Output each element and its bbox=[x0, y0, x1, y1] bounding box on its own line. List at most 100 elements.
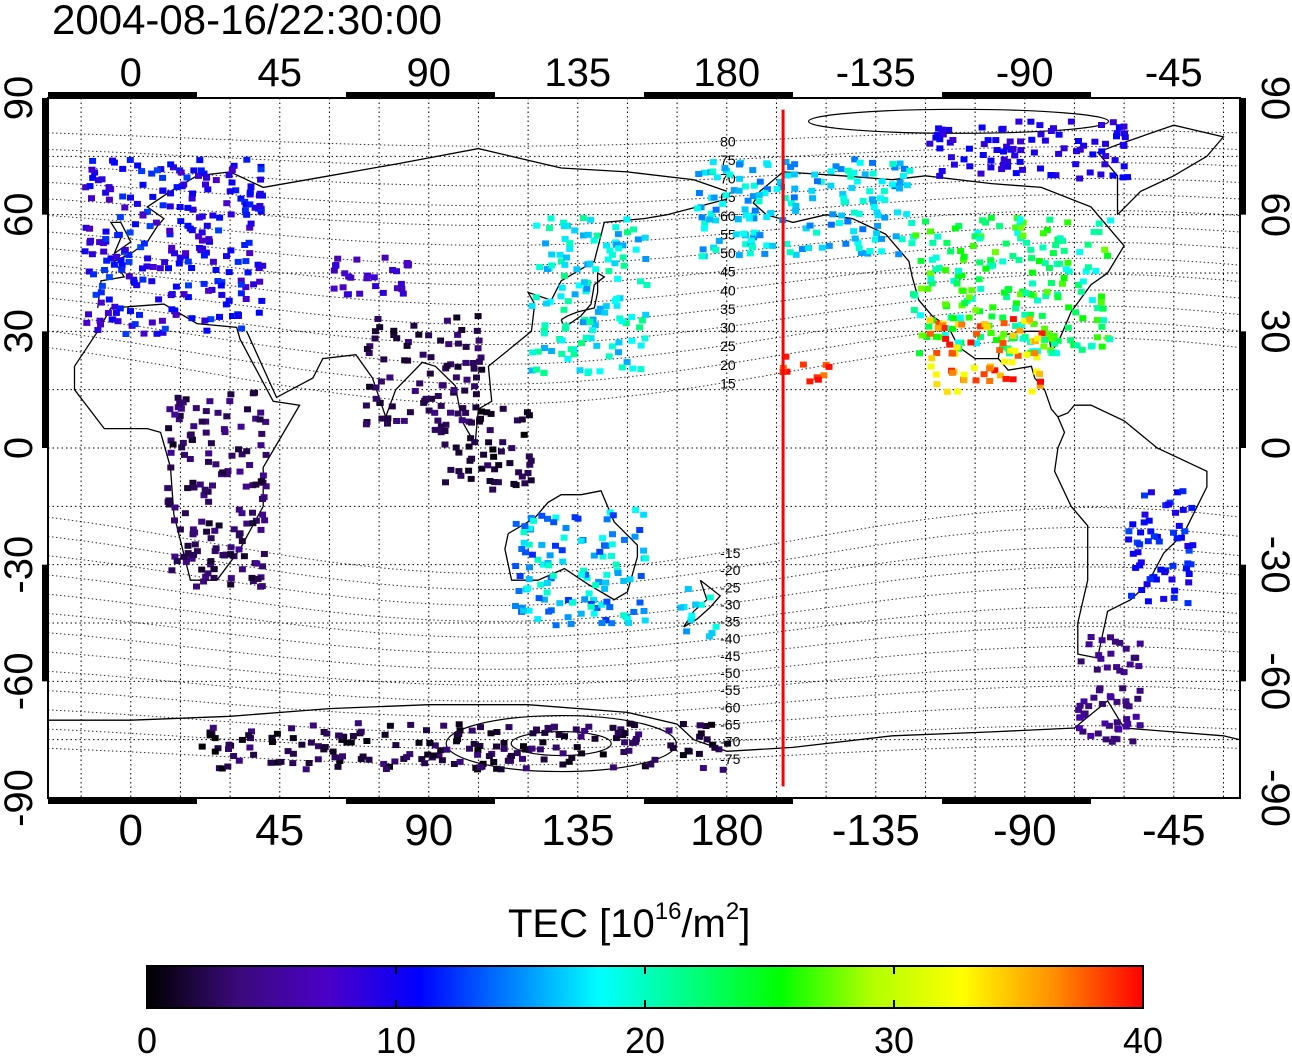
tec-cell bbox=[960, 256, 967, 263]
tec-cell bbox=[546, 225, 554, 231]
tec-cell bbox=[1050, 340, 1058, 347]
tec-cell bbox=[558, 350, 566, 357]
tec-cell bbox=[1122, 698, 1130, 705]
tec-cell bbox=[1098, 293, 1105, 300]
tec-cell bbox=[857, 249, 865, 256]
tec-cell bbox=[515, 588, 523, 594]
tec-cell bbox=[519, 755, 526, 762]
tec-cell bbox=[866, 248, 874, 254]
tec-cell bbox=[751, 207, 759, 214]
tec-cell bbox=[577, 537, 585, 544]
tec-cell bbox=[536, 264, 544, 271]
tec-cell bbox=[237, 281, 245, 288]
tec-cell bbox=[564, 614, 572, 621]
tec-cell bbox=[959, 287, 967, 294]
tec-cell bbox=[100, 248, 108, 255]
tec-cell bbox=[462, 359, 470, 366]
tec-cell bbox=[340, 733, 348, 740]
tec-cell bbox=[476, 416, 484, 423]
tec-cell bbox=[107, 255, 115, 262]
tec-cell bbox=[176, 526, 184, 533]
tec-cell bbox=[450, 761, 458, 767]
tec-cell bbox=[305, 760, 313, 766]
tec-cell bbox=[1016, 158, 1024, 165]
tec-cell bbox=[1100, 317, 1108, 324]
tec-cell bbox=[750, 234, 758, 241]
tec-cell bbox=[443, 362, 451, 369]
tec-cell bbox=[114, 232, 122, 239]
tec-cell bbox=[462, 409, 470, 416]
tec-cell bbox=[468, 455, 476, 462]
tec-cell bbox=[533, 222, 541, 229]
tec-cell bbox=[209, 258, 217, 265]
tec-cell bbox=[389, 267, 397, 273]
tec-cell bbox=[497, 766, 505, 773]
tec-cell bbox=[198, 229, 206, 236]
tec-cell bbox=[1009, 145, 1017, 152]
tec-cell bbox=[241, 207, 249, 214]
tec-cell bbox=[695, 171, 703, 177]
tec-cell bbox=[979, 152, 987, 158]
magnetic-contour bbox=[47, 305, 1241, 365]
tec-cell bbox=[1097, 299, 1105, 306]
tec-cell bbox=[1088, 297, 1096, 304]
tec-cell bbox=[225, 269, 233, 276]
tec-cell bbox=[1004, 163, 1012, 170]
magnetic-contour bbox=[47, 566, 1241, 622]
tec-cell bbox=[1170, 594, 1178, 601]
tec-cell bbox=[244, 269, 252, 276]
tec-cell bbox=[158, 317, 166, 324]
tec-cell bbox=[1120, 123, 1128, 130]
tec-region-se-asia bbox=[436, 404, 535, 493]
tec-cell bbox=[210, 574, 218, 581]
tec-cell bbox=[906, 167, 914, 174]
tec-cell bbox=[250, 281, 258, 288]
tec-cell bbox=[499, 405, 507, 412]
tec-cell bbox=[954, 388, 961, 395]
top-lon-label: -45 bbox=[1145, 51, 1203, 95]
tec-cell bbox=[463, 376, 471, 383]
tec-cell bbox=[92, 291, 100, 298]
tec-cell bbox=[965, 314, 973, 321]
tec-cell bbox=[696, 733, 704, 740]
tec-cell bbox=[1170, 529, 1177, 536]
tec-cell bbox=[609, 531, 616, 538]
tec-cell bbox=[1106, 336, 1114, 343]
tec-cell bbox=[1095, 229, 1103, 235]
tec-cell bbox=[262, 451, 270, 458]
tec-cell bbox=[620, 749, 628, 755]
tec-cell bbox=[139, 276, 147, 283]
contour-label: 25 bbox=[720, 338, 736, 354]
tec-cell bbox=[1085, 641, 1093, 648]
tec-cell bbox=[182, 558, 190, 565]
tec-cell bbox=[227, 247, 235, 254]
tec-cell bbox=[1136, 687, 1144, 694]
tec-cell bbox=[941, 267, 949, 274]
tec-cell bbox=[166, 227, 174, 234]
tec-cell bbox=[623, 359, 631, 366]
tec-cell bbox=[1000, 320, 1008, 327]
tec-cell bbox=[393, 268, 400, 275]
tec-cell bbox=[581, 727, 589, 734]
tec-cell bbox=[211, 527, 219, 534]
tec-cell bbox=[1064, 324, 1072, 331]
tec-cell bbox=[573, 744, 581, 751]
tec-cell bbox=[314, 756, 322, 763]
tec-cell bbox=[585, 368, 593, 375]
tec-cell bbox=[500, 745, 508, 752]
tec-cell bbox=[761, 190, 769, 197]
tec-cell bbox=[586, 319, 594, 326]
tec-cell bbox=[899, 172, 907, 179]
tec-cell bbox=[249, 520, 257, 527]
colorbar-tick-label: 40 bbox=[1123, 1020, 1163, 1057]
tec-cell bbox=[647, 761, 655, 768]
tec-cell bbox=[619, 254, 627, 261]
tec-cell bbox=[284, 748, 292, 755]
tec-cell bbox=[212, 545, 220, 552]
tec-cell bbox=[1102, 153, 1110, 160]
tec-cell bbox=[238, 325, 246, 332]
tec-cell bbox=[741, 206, 749, 213]
tec-cell bbox=[277, 758, 285, 765]
tec-cell bbox=[976, 235, 984, 242]
tec-cell bbox=[202, 408, 210, 415]
